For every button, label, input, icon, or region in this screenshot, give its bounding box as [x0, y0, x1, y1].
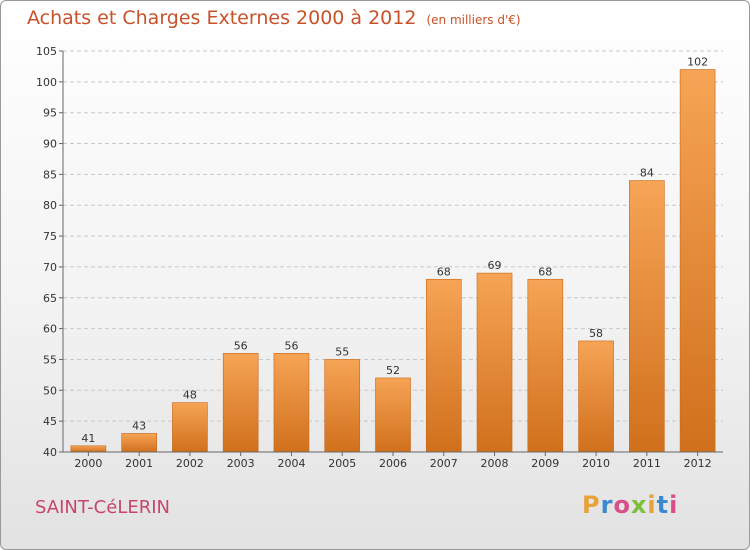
- x-tick-label-2004: 2004: [277, 457, 305, 470]
- data-label-2008: 69: [488, 259, 502, 272]
- proxiti-logo: Proxiti: [582, 491, 678, 519]
- y-tick-label: 40: [43, 446, 57, 459]
- logo-letter: i: [647, 491, 657, 519]
- y-tick-label: 75: [43, 230, 57, 243]
- x-tick-label-2008: 2008: [481, 457, 509, 470]
- y-tick-label: 80: [43, 199, 57, 212]
- y-tick-label: 90: [43, 138, 57, 151]
- logo-letter: r: [600, 491, 614, 519]
- x-tick-label-2009: 2009: [531, 457, 559, 470]
- bar-2012: [679, 69, 716, 453]
- chart-title: Achats et Charges Externes 2000 à 2012 (e…: [27, 7, 521, 29]
- y-tick-label: 100: [36, 76, 57, 89]
- bar-2007: [425, 278, 462, 453]
- bar-2009: [527, 278, 564, 453]
- bar-2011: [629, 180, 665, 453]
- logo-letter: P: [582, 491, 601, 519]
- y-tick-label: 105: [36, 45, 57, 58]
- y-tick-label: 50: [43, 384, 57, 397]
- logo-letter: t: [656, 491, 670, 519]
- x-tick-label-2002: 2002: [176, 457, 204, 470]
- bar-2002: [172, 402, 208, 453]
- data-label-2007: 68: [437, 265, 451, 278]
- chart-title-unit: (en milliers d'€): [426, 13, 521, 27]
- data-label-2003: 56: [234, 339, 248, 352]
- x-tick-label-2012: 2012: [684, 457, 712, 470]
- x-tick-label-2001: 2001: [125, 457, 153, 470]
- x-tick-label-2000: 2000: [74, 457, 102, 470]
- y-tick-label: 60: [43, 323, 57, 336]
- y-tick-label: 70: [43, 261, 57, 274]
- y-tick-label: 55: [43, 353, 57, 366]
- data-label-2004: 56: [284, 339, 298, 352]
- bar-2005: [324, 359, 361, 453]
- x-tick-label-2005: 2005: [328, 457, 356, 470]
- bar-2008: [476, 272, 513, 453]
- bar-2000: [70, 445, 107, 453]
- data-label-2006: 52: [386, 364, 400, 377]
- logo-letter: o: [613, 491, 631, 519]
- bar-2003: [222, 352, 259, 453]
- x-tick-label-2010: 2010: [582, 457, 610, 470]
- data-label-2001: 43: [132, 419, 146, 432]
- data-label-2010: 58: [589, 327, 603, 340]
- commune-name: SAINT-CéLERIN: [35, 497, 171, 518]
- y-tick-label: 45: [43, 415, 57, 428]
- y-tick-label: 85: [43, 168, 57, 181]
- data-label-2000: 41: [81, 432, 95, 445]
- logo-letter: i: [669, 491, 679, 519]
- x-tick-label-2003: 2003: [227, 457, 255, 470]
- x-tick-label-2006: 2006: [379, 457, 407, 470]
- bar-2006: [375, 377, 411, 453]
- chart-title-main: Achats et Charges Externes 2000 à 2012: [27, 7, 417, 29]
- data-label-2011: 84: [640, 167, 654, 180]
- bar-2004: [273, 352, 310, 453]
- y-tick-label: 95: [43, 107, 57, 120]
- logo-letter: x: [630, 491, 648, 519]
- bar-2001: [121, 433, 157, 453]
- x-tick-label-2007: 2007: [430, 457, 458, 470]
- data-label-2009: 68: [538, 265, 552, 278]
- data-label-2002: 48: [183, 389, 197, 402]
- bar-2010: [578, 340, 614, 453]
- data-label-2005: 55: [335, 345, 349, 358]
- y-tick-label: 65: [43, 292, 57, 305]
- data-label-2012: 102: [687, 56, 708, 69]
- x-tick-label-2011: 2011: [633, 457, 661, 470]
